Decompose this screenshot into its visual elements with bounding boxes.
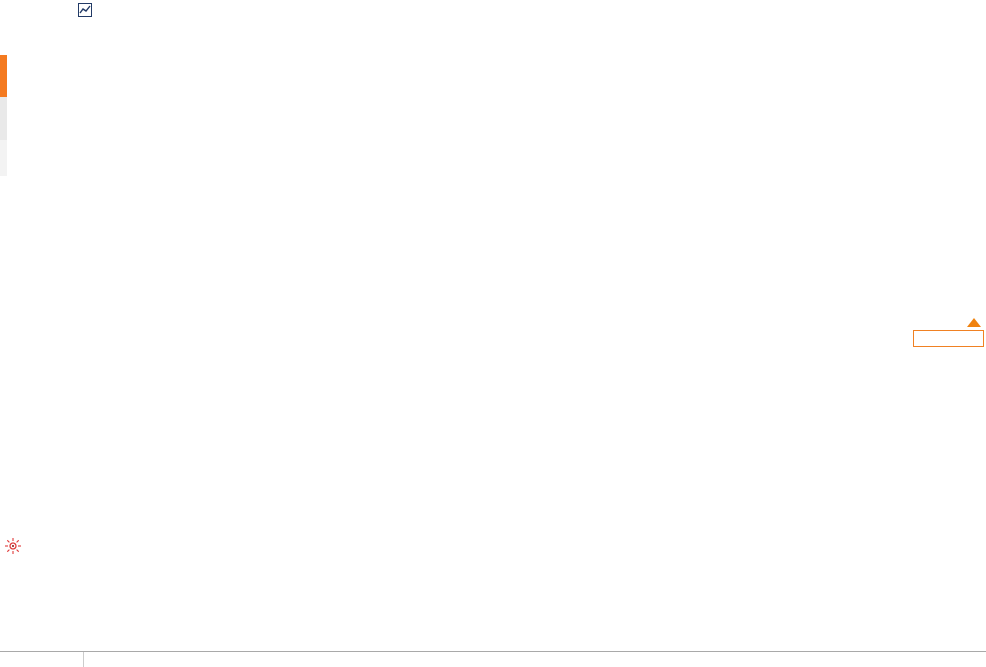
chart-type-icon[interactable] <box>78 3 110 19</box>
chart-header <box>78 3 128 20</box>
timeframe-selector[interactable] <box>18 652 84 667</box>
bottom-time-axis <box>0 651 986 667</box>
sidebar-strip-active[interactable] <box>0 55 7 97</box>
sidebar-strip-item[interactable] <box>0 97 7 140</box>
sidebar-strip-item[interactable] <box>0 140 7 176</box>
last-price-badge <box>913 330 984 347</box>
price-up-arrow-icon <box>967 318 981 327</box>
